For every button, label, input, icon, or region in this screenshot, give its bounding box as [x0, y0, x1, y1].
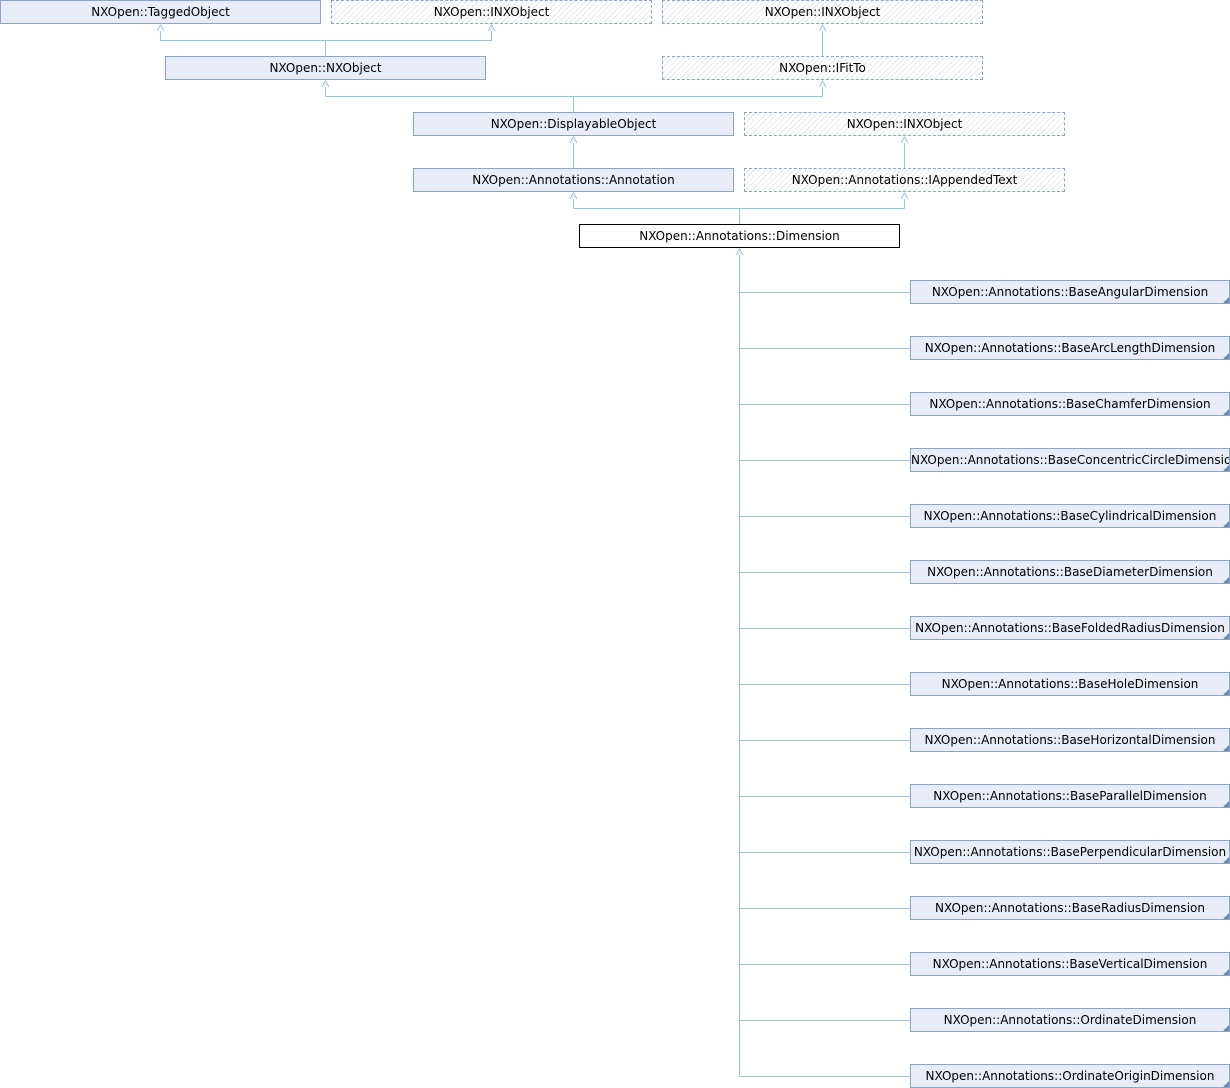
node-subclass[interactable]: NXOpen::Annotations::BaseParallelDimensi…: [910, 784, 1230, 808]
node-inxobject-2: NXOpen::INXObject: [662, 0, 983, 24]
node-label: NXOpen::INXObject: [846, 117, 963, 131]
arrowhead-icon: [818, 24, 827, 32]
node-label: NXOpen::Annotations::Annotation: [472, 173, 675, 187]
arrowhead-icon: [900, 136, 909, 144]
node-iappended-text: NXOpen::Annotations::IAppendedText: [744, 168, 1065, 192]
node-inxobject-1: NXOpen::INXObject: [331, 0, 652, 24]
node-label: NXOpen::Annotations::Dimension: [639, 229, 840, 243]
node-label: NXOpen::Annotations::OrdinateOriginDimen…: [925, 1069, 1215, 1083]
arrowhead-icon: [569, 136, 578, 144]
node-subclass[interactable]: NXOpen::Annotations::BaseChamferDimensio…: [910, 392, 1230, 416]
node-subclass[interactable]: NXOpen::Annotations::BaseCylindricalDime…: [910, 504, 1230, 528]
node-inxobject-3: NXOpen::INXObject: [744, 112, 1065, 136]
node-subclass[interactable]: NXOpen::Annotations::BaseRadiusDimension: [910, 896, 1230, 920]
expand-corner-icon: [1223, 689, 1229, 695]
node-label: NXOpen::Annotations::BaseParallelDimensi…: [933, 789, 1207, 803]
node-label: NXOpen::INXObject: [433, 5, 550, 19]
expand-corner-icon: [1223, 1025, 1229, 1031]
node-label: NXOpen::Annotations::BaseFoldedRadiusDim…: [915, 621, 1225, 635]
arrowhead-icon: [900, 192, 909, 200]
expand-corner-icon: [1223, 521, 1229, 527]
arrowhead-icon: [818, 80, 827, 88]
expand-corner-icon: [1223, 297, 1229, 303]
arrowhead-icon: [487, 24, 496, 32]
expand-corner-icon: [1223, 801, 1229, 807]
arrowhead-icon: [569, 192, 578, 200]
node-label: NXOpen::Annotations::OrdinateDimension: [943, 1013, 1197, 1027]
node-label: NXOpen::INXObject: [764, 5, 881, 19]
node-label: NXOpen::NXObject: [269, 61, 382, 75]
node-ifitto: NXOpen::IFitTo: [662, 56, 983, 80]
expand-corner-icon: [1223, 969, 1229, 975]
node-nxobject[interactable]: NXOpen::NXObject: [165, 56, 486, 80]
node-tagged-object[interactable]: NXOpen::TaggedObject: [0, 0, 321, 24]
node-displayable-object[interactable]: NXOpen::DisplayableObject: [413, 112, 734, 136]
node-label: NXOpen::IFitTo: [779, 61, 866, 75]
node-label: NXOpen::Annotations::BaseRadiusDimension: [935, 901, 1205, 915]
node-label: NXOpen::Annotations::BaseConcentricCircl…: [911, 453, 1230, 467]
node-label: NXOpen::Annotations::IAppendedText: [791, 173, 1018, 187]
arrowhead-icon: [321, 80, 330, 88]
node-subclass[interactable]: NXOpen::Annotations::BaseConcentricCircl…: [910, 448, 1230, 472]
node-subclass[interactable]: NXOpen::Annotations::OrdinateOriginDimen…: [910, 1064, 1230, 1088]
expand-corner-icon: [1223, 913, 1229, 919]
node-subclass[interactable]: NXOpen::Annotations::BaseHoleDimension: [910, 672, 1230, 696]
node-annotation[interactable]: NXOpen::Annotations::Annotation: [413, 168, 734, 192]
expand-corner-icon: [1223, 633, 1229, 639]
node-subclass[interactable]: NXOpen::Annotations::BaseVerticalDimensi…: [910, 952, 1230, 976]
node-label: NXOpen::DisplayableObject: [490, 117, 657, 131]
node-subclass[interactable]: NXOpen::Annotations::OrdinateDimension: [910, 1008, 1230, 1032]
arrowhead-icon: [156, 24, 165, 32]
node-subclass[interactable]: NXOpen::Annotations::BasePerpendicularDi…: [910, 840, 1230, 864]
node-subclass[interactable]: NXOpen::Annotations::BaseAngularDimensio…: [910, 280, 1230, 304]
expand-corner-icon: [1223, 745, 1229, 751]
node-dimension-current: NXOpen::Annotations::Dimension: [579, 224, 900, 248]
arrowhead-icon: [735, 248, 744, 256]
node-label: NXOpen::Annotations::BaseArcLengthDimens…: [924, 341, 1216, 355]
node-label: NXOpen::Annotations::BaseVerticalDimensi…: [932, 957, 1208, 971]
node-subclass[interactable]: NXOpen::Annotations::BaseHorizontalDimen…: [910, 728, 1230, 752]
node-label: NXOpen::Annotations::BaseCylindricalDime…: [923, 509, 1217, 523]
expand-corner-icon: [1223, 857, 1229, 863]
node-label: NXOpen::Annotations::BaseDiameterDimensi…: [927, 565, 1213, 579]
expand-corner-icon: [1223, 409, 1229, 415]
node-label: NXOpen::TaggedObject: [91, 5, 230, 19]
expand-corner-icon: [1223, 1081, 1229, 1087]
node-label: NXOpen::Annotations::BaseChamferDimensio…: [929, 397, 1211, 411]
node-label: NXOpen::Annotations::BasePerpendicularDi…: [913, 845, 1227, 859]
node-label: NXOpen::Annotations::BaseHorizontalDimen…: [924, 733, 1216, 747]
expand-corner-icon: [1223, 577, 1229, 583]
expand-corner-icon: [1223, 353, 1229, 359]
node-subclass[interactable]: NXOpen::Annotations::BaseFoldedRadiusDim…: [910, 616, 1230, 640]
node-subclass[interactable]: NXOpen::Annotations::BaseArcLengthDimens…: [910, 336, 1230, 360]
node-label: NXOpen::Annotations::BaseAngularDimensio…: [931, 285, 1209, 299]
node-subclass[interactable]: NXOpen::Annotations::BaseDiameterDimensi…: [910, 560, 1230, 584]
node-label: NXOpen::Annotations::BaseHoleDimension: [941, 677, 1199, 691]
expand-corner-icon: [1223, 465, 1229, 471]
